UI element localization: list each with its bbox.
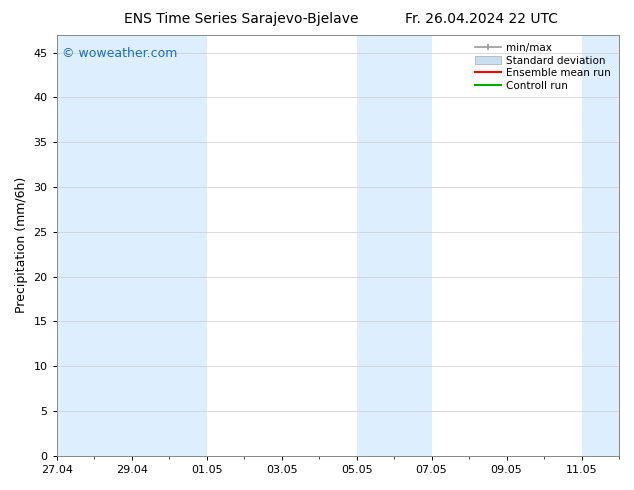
- Legend: min/max, Standard deviation, Ensemble mean run, Controll run: min/max, Standard deviation, Ensemble me…: [472, 40, 614, 94]
- Text: Fr. 26.04.2024 22 UTC: Fr. 26.04.2024 22 UTC: [405, 12, 559, 26]
- Text: ENS Time Series Sarajevo-Bjelave: ENS Time Series Sarajevo-Bjelave: [124, 12, 358, 26]
- Bar: [356, 35, 432, 456]
- Bar: [56, 35, 132, 456]
- Bar: [132, 35, 207, 456]
- Bar: [581, 35, 619, 456]
- Y-axis label: Precipitation (mm/6h): Precipitation (mm/6h): [15, 177, 28, 314]
- Text: © woweather.com: © woweather.com: [62, 47, 178, 60]
